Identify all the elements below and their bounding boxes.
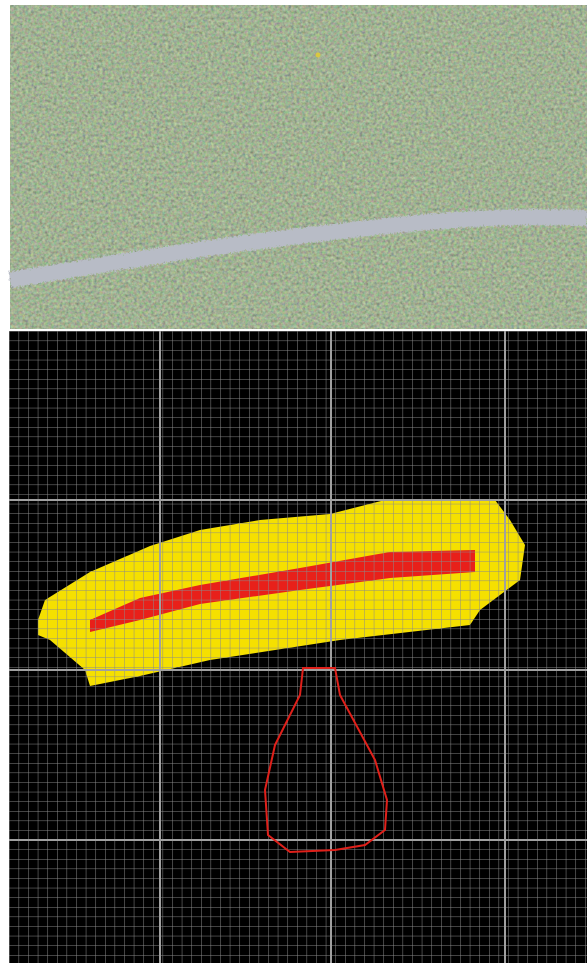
grass-texture — [10, 5, 587, 329]
camera-image — [10, 5, 587, 329]
grid-cells — [9, 331, 587, 963]
screenshot — [0, 0, 587, 963]
flower — [316, 53, 321, 58]
page: (() => { const data = JSON.parse(documen… — [0, 0, 587, 963]
occupancy-grid — [9, 331, 587, 963]
